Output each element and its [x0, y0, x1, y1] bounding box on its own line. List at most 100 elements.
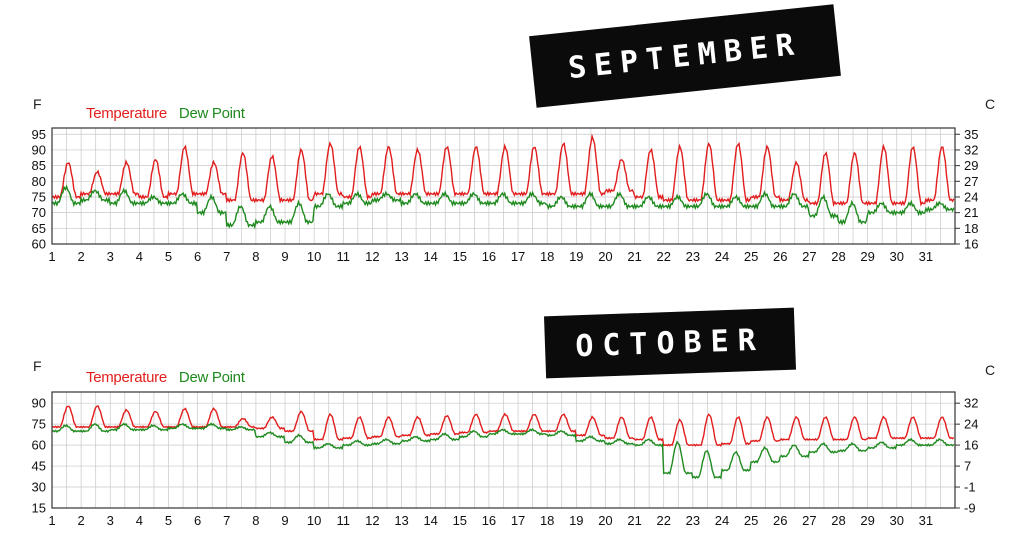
x-tick-label: 20	[598, 249, 612, 264]
y2-tick-label: 24	[964, 417, 978, 432]
x-tick-label: 13	[394, 513, 408, 528]
y2-tick-label: -9	[964, 501, 976, 516]
x-tick-label: 25	[744, 513, 758, 528]
x-tick-label: 27	[802, 249, 816, 264]
x-tick-label: 3	[107, 249, 114, 264]
y-tick-label: 60	[32, 438, 46, 453]
y2-tick-label: 32	[964, 396, 978, 411]
x-tick-label: 26	[773, 513, 787, 528]
oct-legend-dew-point: Dew Point	[178, 369, 245, 386]
y-tick-label: 80	[32, 174, 46, 189]
plot-frame	[51, 127, 956, 245]
x-tick-label: 20	[598, 513, 612, 528]
x-tick-label: 16	[482, 249, 496, 264]
x-tick-label: 19	[569, 249, 583, 264]
x-tick-label: 22	[656, 513, 670, 528]
sep-legend: Temperature Dew Point	[86, 105, 245, 122]
x-tick-label: 31	[919, 249, 933, 264]
y2-tick-label: -1	[964, 480, 976, 495]
sep-right-unit: C	[985, 96, 996, 112]
y2-tick-label: 21	[964, 205, 978, 220]
y-tick-label: 60	[32, 237, 46, 252]
x-tick-label: 19	[569, 513, 583, 528]
x-tick-label: 29	[860, 513, 874, 528]
x-tick-label: 10	[307, 513, 321, 528]
y-tick-label: 70	[32, 205, 46, 220]
x-tick-label: 18	[540, 513, 554, 528]
y-tick-label: 90	[32, 142, 46, 157]
y-tick-label: 90	[32, 396, 46, 411]
x-tick-label: 9	[281, 249, 288, 264]
oct-left-unit: F	[33, 358, 42, 374]
y-tick-label: 75	[32, 189, 46, 204]
x-tick-label: 13	[394, 249, 408, 264]
x-tick-label: 31	[919, 513, 933, 528]
temperature-line-october	[51, 404, 955, 447]
y2-tick-label: 35	[964, 127, 978, 142]
y2-tick-label: 16	[964, 237, 978, 252]
y2-tick-label: 32	[964, 142, 978, 157]
y2-tick-label: 24	[964, 189, 978, 204]
x-tick-label: 10	[307, 249, 321, 264]
oct-legend-temperature: Temperature	[86, 369, 167, 386]
x-tick-label: 3	[107, 513, 114, 528]
oct-right-unit: C	[985, 362, 996, 378]
x-tick-label: 30	[890, 513, 904, 528]
dew-point-line-october	[51, 422, 955, 480]
x-tick-label: 7	[223, 249, 230, 264]
x-tick-label: 12	[365, 249, 379, 264]
x-tick-label: 8	[252, 249, 259, 264]
sep-legend-dew-point: Dew Point	[178, 105, 245, 122]
y2-tick-label: 16	[964, 438, 978, 453]
x-tick-label: 17	[511, 513, 525, 528]
x-tick-label: 8	[252, 513, 259, 528]
x-tick-label: 26	[773, 249, 787, 264]
plot-frame	[51, 391, 956, 509]
x-tick-label: 5	[165, 513, 172, 528]
x-tick-label: 4	[136, 513, 143, 528]
x-tick-label: 29	[860, 249, 874, 264]
x-tick-label: 7	[223, 513, 230, 528]
y-tick-label: 15	[32, 501, 46, 516]
x-tick-label: 1	[48, 249, 55, 264]
x-tick-label: 23	[686, 513, 700, 528]
x-tick-label: 23	[686, 249, 700, 264]
x-tick-label: 11	[337, 513, 351, 528]
x-tick-label: 2	[78, 513, 85, 528]
x-tick-label: 4	[136, 249, 143, 264]
x-tick-label: 14	[423, 513, 437, 528]
x-tick-label: 17	[511, 249, 525, 264]
y-tick-label: 85	[32, 158, 46, 173]
x-tick-label: 28	[831, 513, 845, 528]
y2-tick-label: 27	[964, 174, 978, 189]
oct-legend: Temperature Dew Point	[86, 369, 245, 386]
x-tick-label: 14	[423, 249, 437, 264]
x-tick-label: 27	[802, 513, 816, 528]
x-tick-label: 21	[627, 249, 641, 264]
sep-left-unit: F	[33, 96, 42, 112]
x-tick-label: 22	[656, 249, 670, 264]
x-tick-label: 21	[627, 513, 641, 528]
y2-tick-label: 29	[964, 158, 978, 173]
x-tick-label: 15	[453, 513, 467, 528]
sep-legend-temperature: Temperature	[86, 105, 167, 122]
x-tick-label: 24	[715, 249, 729, 264]
x-tick-label: 28	[831, 249, 845, 264]
x-tick-label: 30	[890, 249, 904, 264]
y-tick-label: 95	[32, 127, 46, 142]
x-tick-label: 6	[194, 249, 201, 264]
y2-tick-label: 18	[964, 221, 978, 236]
x-tick-label: 6	[194, 513, 201, 528]
x-tick-label: 11	[337, 249, 351, 264]
x-tick-label: 15	[453, 249, 467, 264]
x-tick-label: 25	[744, 249, 758, 264]
x-tick-label: 16	[482, 513, 496, 528]
y-tick-label: 45	[32, 459, 46, 474]
x-tick-label: 2	[78, 249, 85, 264]
x-tick-label: 9	[281, 513, 288, 528]
x-tick-label: 12	[365, 513, 379, 528]
y2-tick-label: 7	[964, 459, 971, 474]
x-tick-label: 18	[540, 249, 554, 264]
